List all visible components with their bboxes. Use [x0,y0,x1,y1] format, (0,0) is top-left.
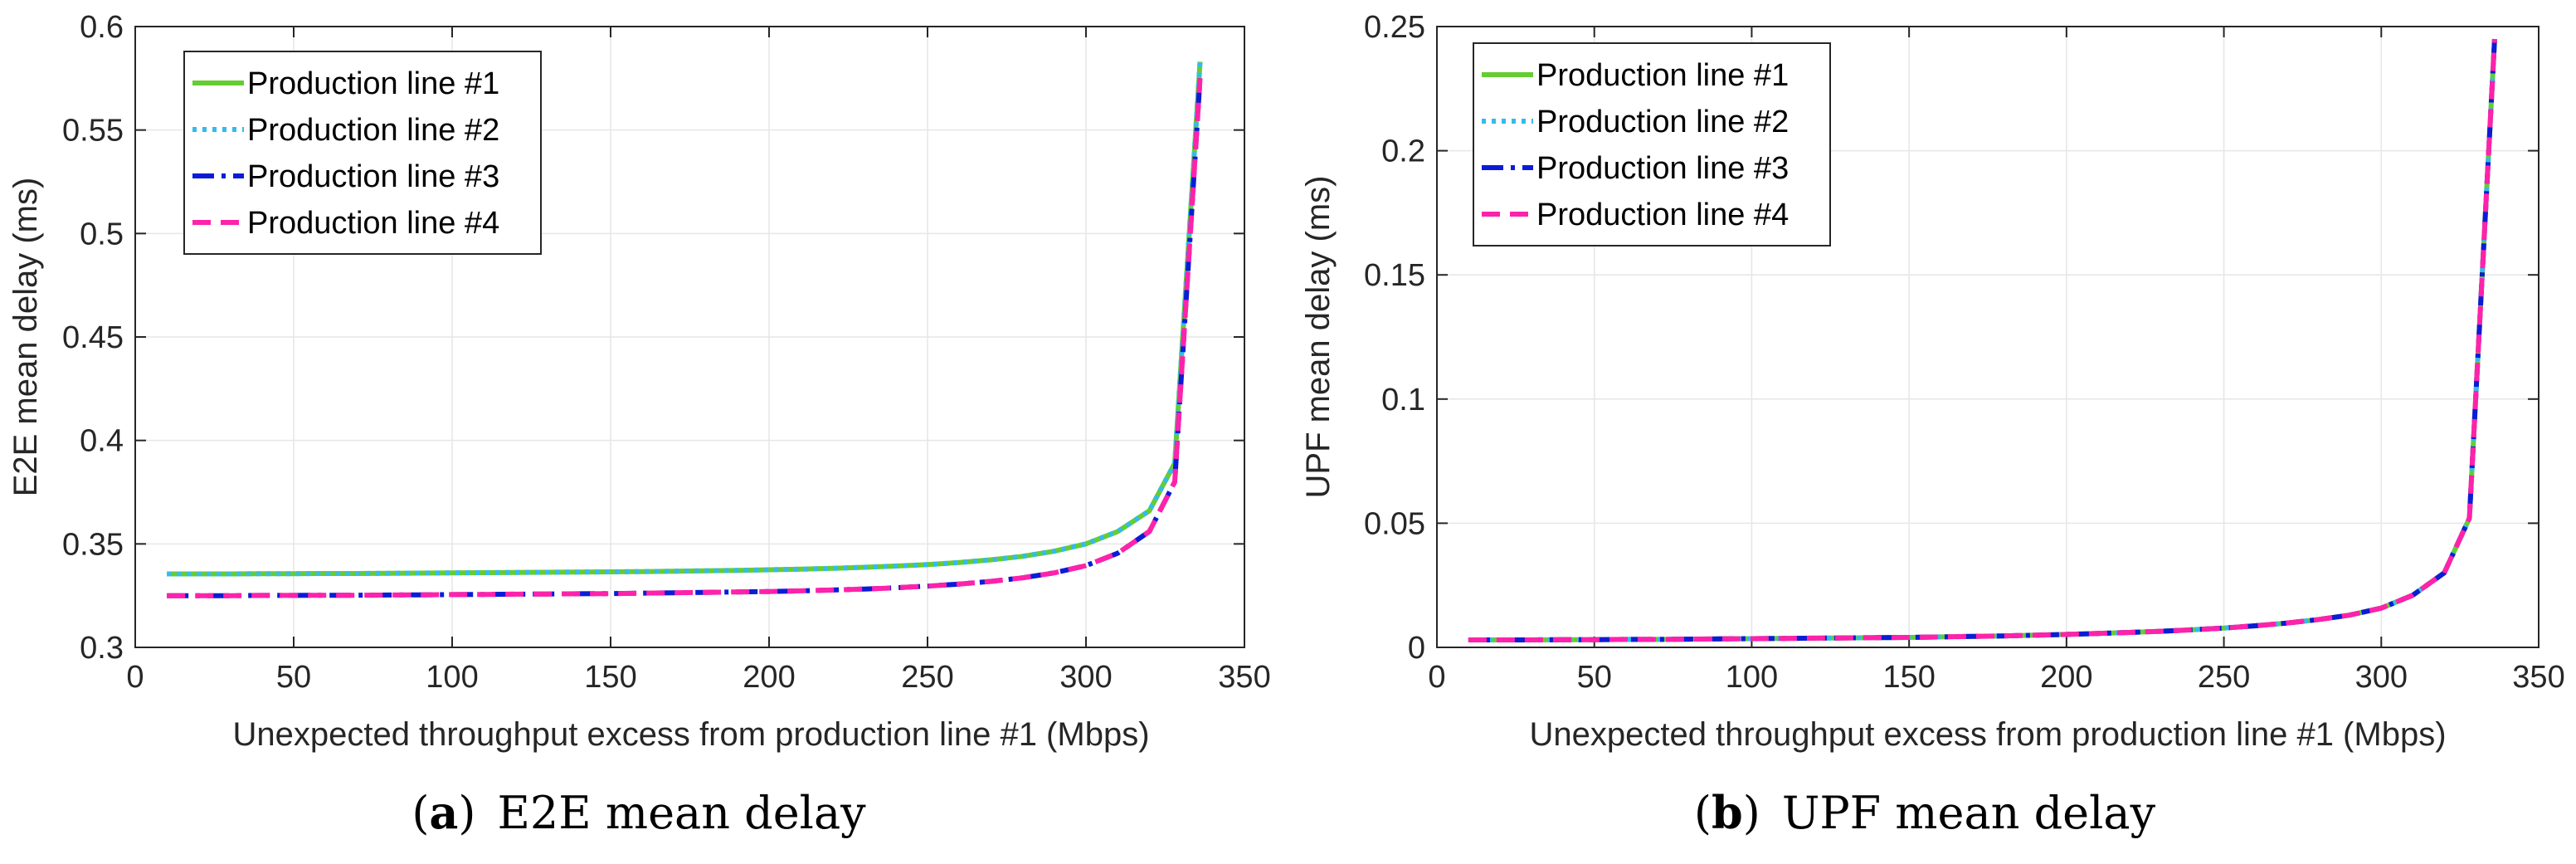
panel-b-caption-letter: b [1712,786,1743,839]
panel-b-caption-open-paren: ( [1694,787,1712,839]
panel-a-x-tick-label-150: 150 [584,660,636,695]
panel-b-y-tick-label-0-05: 0.05 [1364,506,1425,541]
panel-b-ticks: 0 50 100 150 200 250 300 350 0 0.05 0.1 0.15 0.2 0.25 [1364,10,2565,695]
panel-a-y-tick-label-0-45: 0.45 [62,320,124,355]
panel-b-legend-label-production-line-2: Production line #2 [1536,105,1789,139]
panel-b-caption-text: UPF mean delay [1782,787,2156,839]
panel-a-e2e-mean-delay: 0 50 100 150 200 250 300 350 0.3 0.35 0.4 0.45 0.5 0.… [7,10,1271,839]
panel-b-legend-label-production-line-3: Production line #3 [1536,151,1789,186]
panel-b-x-tick-label-350: 350 [2512,660,2564,695]
panel-b-x-tick-label-200: 200 [2040,660,2092,695]
panel-b-x-axis-label: Unexpected throughput excess from produc… [1529,716,2446,753]
panel-b-y-tick-label-0: 0 [1408,631,1425,666]
panel-a-x-tick-label-250: 250 [901,660,953,695]
panel-b-caption-close-paren: ) [1743,787,1760,839]
panel-a-caption: (a) E2E mean delay [411,786,866,839]
panel-a-series [167,61,1203,598]
panel-b-legend-label-production-line-1: Production line #1 [1536,58,1789,93]
panel-a-ticks: 0 50 100 150 200 250 300 350 0.3 0.35 0.4 0.45 0.5 0.… [62,10,1271,695]
panel-a-x-tick-label-0: 0 [126,660,144,695]
panel-a-y-tick-label-0-55: 0.55 [62,114,124,149]
panel-b-upf-mean-delay: 0 50 100 150 200 250 300 350 0 0.05 0.1 0.15 0.2 0.25… [1300,10,2565,839]
panel-a-y-tick-label-0-5: 0.5 [80,217,124,251]
panel-b-series [1468,38,2497,642]
panel-b-series-line-production-line-4 [1468,38,2497,642]
panel-b-x-tick-label-0: 0 [1428,660,1445,695]
panel-a-caption-letter: a [429,786,458,839]
panel-a-legend: Production line #1 Production line #2 Prod… [183,51,542,255]
panel-a-y-tick-label-0-6: 0.6 [80,10,124,45]
panel-a-y-axis-label: E2E mean delay (ms) [7,178,44,497]
panel-b-y-tick-label-0-25: 0.25 [1364,10,1425,45]
panel-b-x-tick-label-150: 150 [1882,660,1935,695]
panel-a-x-tick-label-50: 50 [276,660,311,695]
panel-b-x-tick-label-250: 250 [2198,660,2250,695]
panel-a-x-tick-label-200: 200 [743,660,795,695]
panel-a-caption-close-paren: ) [458,787,475,839]
panel-b-legend: Production line #1 Production line #2 Prod… [1473,42,1831,247]
panel-b-legend-label-production-line-4: Production line #4 [1536,198,1789,232]
panel-b-x-tick-label-50: 50 [1577,660,1612,695]
panel-a-x-tick-label-100: 100 [426,660,478,695]
panel-a-series-line-production-line-4 [167,78,1203,598]
panel-b-y-tick-label-0-1: 0.1 [1381,383,1425,417]
panel-a-legend-label-production-line-3: Production line #3 [247,159,499,194]
panel-a-x-tick-label-300: 300 [1059,660,1112,695]
panel-a-legend-label-production-line-1: Production line #1 [247,66,499,101]
panel-a-series-line-production-line-1 [167,61,1203,577]
panel-b-y-tick-label-0-2: 0.2 [1381,134,1425,169]
panel-a-legend-label-production-line-4: Production line #4 [247,206,499,241]
panel-b-y-tick-label-0-15: 0.15 [1364,258,1425,293]
panel-a-y-tick-label-0-35: 0.35 [62,527,124,562]
panel-a-grid [134,26,1245,648]
panel-a-y-tick-label-0-3: 0.3 [80,631,124,666]
panel-a-y-tick-label-0-4: 0.4 [80,424,124,459]
panel-b-x-tick-label-100: 100 [1726,660,1778,695]
panel-b-caption: (b) UPF mean delay [1694,786,2156,839]
panel-b-y-axis-label: UPF mean delay (ms) [1300,176,1337,499]
panel-b-x-tick-label-300: 300 [2355,660,2408,695]
panel-a-caption-open-paren: ( [411,787,429,839]
panel-a-legend-label-production-line-2: Production line #2 [247,113,499,148]
panel-a-x-tick-label-350: 350 [1218,660,1270,695]
panel-a-caption-text: E2E mean delay [498,787,867,839]
panel-b-axes-box [1436,26,2539,648]
panel-a-x-axis-label: Unexpected throughput excess from produc… [232,716,1149,753]
